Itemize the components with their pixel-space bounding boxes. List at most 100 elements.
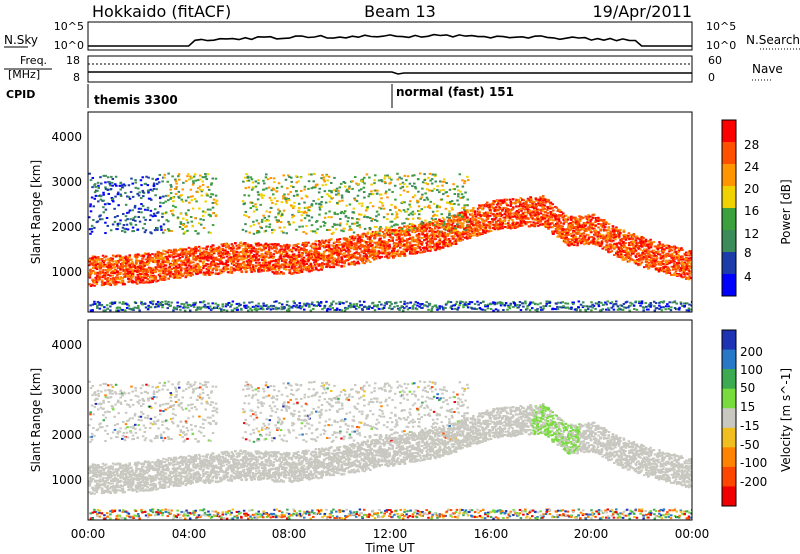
power-cell xyxy=(275,272,278,274)
power-cell xyxy=(255,262,258,264)
power-cell xyxy=(164,177,167,179)
power-cell xyxy=(353,303,356,305)
power-cell xyxy=(89,203,92,205)
power-cell xyxy=(389,246,392,248)
power-cell xyxy=(418,218,421,220)
power-cell xyxy=(461,216,464,218)
power-cell xyxy=(145,229,148,231)
power-cell xyxy=(178,179,181,181)
power-cell xyxy=(90,179,93,181)
power-cell xyxy=(216,268,219,270)
power-cell xyxy=(117,204,120,206)
power-cell xyxy=(342,302,345,304)
power-cell xyxy=(339,238,342,240)
power-cell xyxy=(328,242,331,244)
power-cell xyxy=(370,249,373,251)
power-cell xyxy=(373,259,376,261)
power-cell xyxy=(416,305,419,307)
power-cell xyxy=(109,279,112,281)
power-cell xyxy=(293,215,296,217)
power-cell xyxy=(196,273,199,275)
power-cell xyxy=(334,241,337,243)
power-cell xyxy=(100,195,103,197)
power-cell xyxy=(317,259,320,261)
power-cell xyxy=(372,205,375,207)
power-cell xyxy=(184,310,187,312)
power-cell xyxy=(382,231,385,233)
power-cell xyxy=(135,182,138,184)
power-cell xyxy=(391,240,394,242)
power-cell xyxy=(363,245,366,247)
power-cell xyxy=(235,258,238,260)
power-cell xyxy=(265,243,268,245)
power-cell xyxy=(298,249,301,251)
power-cell xyxy=(299,177,302,179)
power-cell xyxy=(213,199,216,201)
power-cell xyxy=(179,309,182,311)
power-cell xyxy=(124,231,127,233)
power-cell xyxy=(425,301,428,303)
power-cell xyxy=(300,247,303,249)
power-cell xyxy=(162,196,165,198)
power-cell xyxy=(126,259,129,261)
power-cell xyxy=(220,308,223,310)
power-cell xyxy=(165,256,168,258)
power-cell xyxy=(151,280,154,282)
power-cell xyxy=(199,266,202,268)
power-cell xyxy=(305,225,308,227)
power-cell xyxy=(202,247,205,249)
power-cell xyxy=(172,309,175,311)
nave-top-tick: 60 xyxy=(708,54,722,67)
power-cell xyxy=(117,281,120,283)
power-cell xyxy=(199,247,202,249)
power-cell xyxy=(428,221,431,223)
power-cell xyxy=(166,258,169,260)
power-cell xyxy=(145,258,148,260)
power-cell xyxy=(109,309,112,311)
power-cell xyxy=(353,211,356,213)
power-cell xyxy=(441,235,444,237)
power-cell xyxy=(146,271,149,273)
power-cell xyxy=(303,309,306,311)
power-cell xyxy=(181,249,184,251)
power-cell xyxy=(428,304,431,306)
power-cell xyxy=(327,308,330,310)
power-cell xyxy=(463,182,466,184)
power-cell xyxy=(394,199,397,201)
power-cell xyxy=(233,264,236,266)
power-cell xyxy=(283,226,286,228)
power-cell xyxy=(310,310,313,312)
power-cell xyxy=(464,180,467,182)
power-cell xyxy=(389,301,392,303)
power-cell xyxy=(305,233,308,235)
power-cell xyxy=(175,307,178,309)
power-cell xyxy=(269,256,272,258)
power-cell xyxy=(272,193,275,195)
power-cell xyxy=(112,200,115,202)
power-cell xyxy=(423,173,426,175)
power-cell xyxy=(462,239,465,241)
power-cell xyxy=(405,233,408,235)
power-cell xyxy=(194,217,197,219)
power-cell xyxy=(423,206,426,208)
power-cell xyxy=(264,217,267,219)
power-cell xyxy=(110,229,113,231)
power-cell xyxy=(207,245,210,247)
power-cell xyxy=(275,300,278,302)
power-cell xyxy=(147,184,150,186)
power-cell xyxy=(147,275,150,277)
power-cell xyxy=(408,307,411,309)
power-cell xyxy=(196,191,199,193)
power-cell xyxy=(388,189,391,191)
power-cell xyxy=(91,228,94,230)
power-cell xyxy=(358,224,361,226)
power-cell xyxy=(207,257,210,259)
date-title: 19/Apr/2011 xyxy=(592,2,692,21)
power-cell xyxy=(351,306,354,308)
power-cell xyxy=(353,232,356,234)
power-cell xyxy=(356,200,359,202)
power-cell xyxy=(268,215,271,217)
power-cell xyxy=(199,189,202,191)
power-cell xyxy=(411,245,414,247)
power-cell xyxy=(214,303,217,305)
